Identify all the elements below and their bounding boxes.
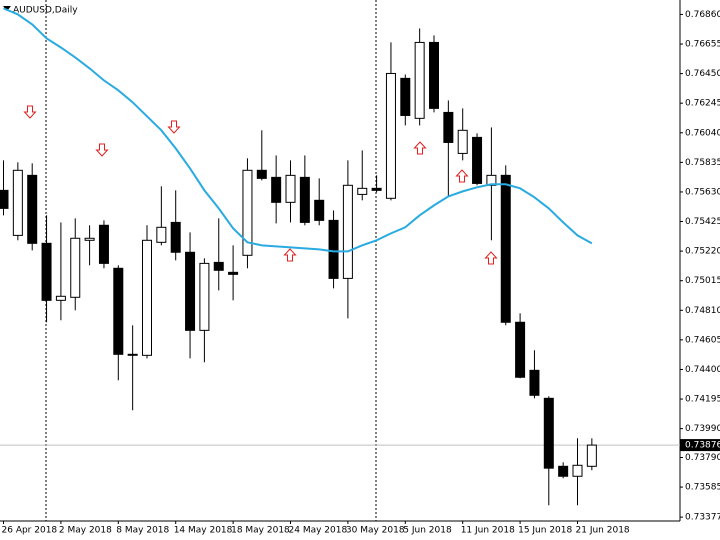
- x-tick-label: 26 Apr 2018: [2, 526, 58, 536]
- candle-body: [371, 187, 382, 191]
- x-tick-label: 18 May 2018: [231, 526, 290, 536]
- candle-body: [457, 129, 468, 154]
- up-arrow: [283, 248, 297, 262]
- candle-body: [55, 295, 66, 301]
- x-tick-label: 21 Jun 2018: [576, 526, 630, 536]
- candle-body: [429, 41, 439, 109]
- y-tick-label: 0.76655: [685, 40, 720, 50]
- candle-body: [500, 174, 511, 323]
- moving-average: [3, 7, 593, 253]
- candle-body: [228, 271, 239, 275]
- candle-body: [558, 465, 569, 477]
- x-tick-label: 15 Jun 2018: [518, 526, 572, 536]
- candle-body: [156, 226, 167, 243]
- candle-body: [443, 111, 454, 143]
- x-tick-label: 8 May 2018: [116, 526, 169, 536]
- x-tick-label: 2 May 2018: [59, 526, 112, 536]
- up-arrow: [455, 169, 469, 183]
- x-tick-label: 30 May 2018: [346, 526, 405, 536]
- candle-body: [515, 321, 526, 378]
- y-tick-label: 0.75835: [685, 158, 720, 168]
- y-tick-label: 0.74605: [685, 335, 720, 345]
- last-price-box: [680, 439, 720, 452]
- chart-title: AUDUSD,Daily: [13, 6, 78, 16]
- up-arrow: [413, 141, 427, 155]
- candle-body: [285, 174, 296, 203]
- y-tick-label: 0.75630: [685, 187, 720, 197]
- candle-body: [328, 219, 339, 279]
- candle-body: [70, 237, 81, 298]
- y-tick-label: 0.74810: [685, 306, 720, 316]
- candle-body: [543, 397, 554, 469]
- y-tick-label: 0.76245: [685, 99, 720, 109]
- y-tick-label: 0.76450: [685, 69, 720, 79]
- y-tick-label: 0.73377: [685, 513, 720, 523]
- x-tick-label: 24 May 2018: [289, 526, 348, 536]
- y-tick-label: 0.73790: [685, 453, 720, 463]
- candle-body: [572, 464, 583, 477]
- candle-body: [213, 261, 224, 271]
- candle-body: [113, 267, 124, 355]
- down-arrow: [167, 120, 181, 134]
- candle-body: [342, 184, 353, 279]
- candle-body: [400, 77, 411, 116]
- candle-body: [199, 262, 210, 331]
- y-tick-label: 0.74195: [685, 395, 720, 405]
- y-tick-label: 0.76040: [685, 128, 720, 138]
- candle-body: [170, 221, 181, 253]
- candle-body: [586, 444, 597, 467]
- candle-body: [127, 353, 138, 356]
- y-tick-label: 0.73585: [685, 483, 720, 493]
- y-tick-label: 0.76860: [685, 10, 720, 20]
- candle-body: [472, 136, 483, 184]
- y-tick-label: 0.73990: [685, 424, 720, 434]
- candle-body: [385, 72, 396, 199]
- candle-body: [185, 251, 196, 331]
- candle-body: [357, 187, 368, 195]
- y-tick-label: 0.75015: [685, 276, 720, 286]
- signal-arrows: [23, 105, 498, 265]
- candle-body: [529, 369, 540, 396]
- down-arrow: [23, 105, 37, 119]
- candle-body: [242, 169, 253, 256]
- candle-body: [84, 237, 95, 241]
- x-tick-label: 5 Jun 2018: [403, 526, 452, 536]
- x-tick-label: 11 Jun 2018: [461, 526, 515, 536]
- candle-body: [41, 242, 52, 301]
- candle-body: [414, 41, 425, 119]
- candle-body: [299, 176, 310, 223]
- candle-body: [0, 189, 9, 209]
- candle-body: [271, 176, 282, 203]
- candle-body: [256, 169, 267, 179]
- up-arrow: [484, 251, 498, 265]
- title-icon: [3, 6, 11, 11]
- candle-body: [314, 199, 325, 221]
- last-price-label: 0.73876: [685, 441, 720, 451]
- candle-body: [98, 224, 109, 264]
- candle-body: [142, 239, 152, 356]
- y-tick-label: 0.75425: [685, 217, 720, 227]
- y-tick-label: 0.74400: [685, 365, 720, 375]
- candle-body: [27, 174, 38, 244]
- y-tick-label: 0.75220: [685, 247, 720, 257]
- down-arrow: [95, 143, 109, 157]
- candle-body: [12, 169, 23, 236]
- x-tick-label: 14 May 2018: [174, 526, 233, 536]
